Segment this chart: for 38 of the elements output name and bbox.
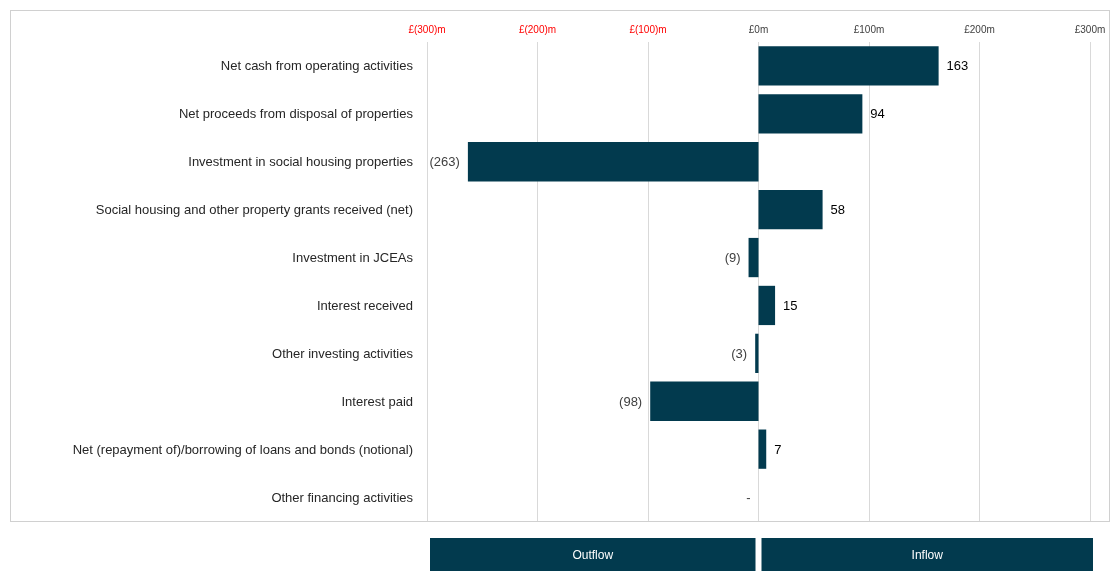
data-label: 94 <box>870 106 885 122</box>
bar <box>758 94 863 134</box>
x-tick-label: £(300)m <box>408 23 446 35</box>
bar <box>758 46 939 86</box>
text: Outflow <box>572 548 614 562</box>
bar <box>755 333 759 373</box>
data-label: - <box>746 489 751 505</box>
bar <box>650 381 759 421</box>
data-label: 15 <box>783 297 798 313</box>
y-tick-label: Interest received <box>316 297 413 313</box>
data-label: 163 <box>946 58 969 74</box>
y-tick-label: Investment in JCEAs <box>292 250 414 266</box>
bar <box>758 190 823 230</box>
data-label: 7 <box>774 441 782 457</box>
x-tick-label: £200m <box>964 23 995 35</box>
bar <box>748 237 759 278</box>
bar <box>467 142 759 182</box>
y-tick-label: Net (repayment of)/borrowing of loans and bonds (notional) <box>72 441 413 457</box>
x-tick-label: £(200)m <box>518 23 557 35</box>
x-tick-label: £(100)m <box>629 23 667 35</box>
x-tick-label: £300m <box>1074 23 1106 35</box>
y-tick-label: Net proceeds from disposal of properties <box>178 106 414 122</box>
text: Inflow <box>911 548 944 562</box>
y-tick-label: Net cash from operating activities <box>220 58 414 74</box>
data-label: (98) <box>619 393 643 409</box>
y-tick-label: Other financing activities <box>271 489 414 505</box>
x-tick-label: £100m <box>853 23 885 35</box>
x-tick-label: £0m <box>748 23 769 35</box>
bar <box>758 429 767 469</box>
data-label: (9) <box>724 250 741 266</box>
data-label: (3) <box>731 345 748 361</box>
data-label: (263) <box>429 154 460 170</box>
y-tick-label: Social housing and other property grants received (net) <box>95 202 413 218</box>
y-tick-label: Interest paid <box>341 393 413 409</box>
y-tick-label: Other investing activities <box>272 345 414 361</box>
y-tick-label: Investment in social housing properties <box>188 154 414 170</box>
data-label: 58 <box>830 202 846 218</box>
bar <box>758 285 776 326</box>
